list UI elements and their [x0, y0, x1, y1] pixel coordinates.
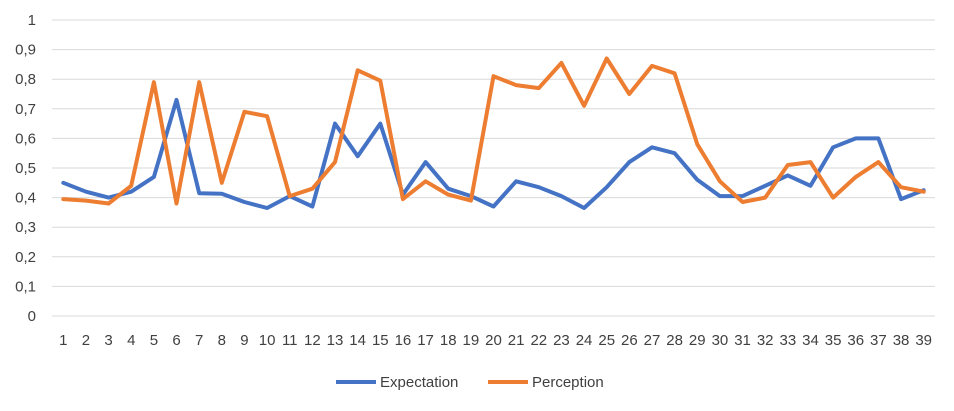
- y-tick-label: 0: [28, 308, 36, 325]
- x-tick-label: 24: [576, 332, 593, 349]
- y-tick-label: 0,6: [15, 130, 36, 147]
- y-tick-label: 0,3: [15, 219, 36, 236]
- x-tick-label: 25: [598, 332, 615, 349]
- x-tick-label: 17: [417, 332, 434, 349]
- x-tick-label: 32: [757, 332, 774, 349]
- x-tick-label: 27: [644, 332, 661, 349]
- y-tick-label: 0,4: [15, 190, 36, 207]
- x-tick-label: 8: [218, 332, 226, 349]
- y-tick-label: 0,1: [15, 278, 36, 295]
- x-tick-label: 1: [59, 332, 67, 349]
- x-tick-label: 23: [553, 332, 570, 349]
- x-axis-ticks: 1 2 3 4 5 6 7 8 9 10 11 12 13 14 15 16 17 18 19 20 21 22 23 24 2…: [59, 332, 932, 349]
- x-tick-label: 26: [621, 332, 638, 349]
- x-tick-label: 29: [689, 332, 706, 349]
- x-tick-label: 9: [240, 332, 248, 349]
- y-tick-label: 0,9: [15, 42, 36, 59]
- legend: Expectation Perception: [336, 374, 604, 391]
- legend-label-expectation: Expectation: [380, 374, 458, 391]
- y-tick-label: 1: [28, 12, 36, 29]
- x-tick-label: 3: [104, 332, 112, 349]
- x-tick-label: 16: [395, 332, 412, 349]
- x-tick-label: 33: [779, 332, 796, 349]
- x-tick-label: 11: [282, 332, 298, 349]
- x-tick-label: 21: [508, 332, 525, 349]
- x-tick-label: 30: [712, 332, 729, 349]
- y-tick-label: 0,7: [15, 101, 36, 118]
- x-tick-label: 7: [195, 332, 203, 349]
- x-tick-label: 2: [82, 332, 90, 349]
- x-tick-label: 38: [893, 332, 910, 349]
- x-tick-label: 22: [530, 332, 547, 349]
- y-tick-label: 0,2: [15, 249, 36, 266]
- x-tick-label: 10: [259, 332, 276, 349]
- x-tick-label: 36: [847, 332, 864, 349]
- y-axis-ticks: 0 0,1 0,2 0,3 0,4 0,5 0,6 0,7 0,8 0,9 1: [15, 12, 36, 325]
- series-lines: [61, 56, 926, 210]
- x-tick-label: 12: [304, 332, 321, 349]
- y-tick-label: 0,5: [15, 160, 36, 177]
- y-tick-label: 0,8: [15, 71, 36, 88]
- x-tick-label: 14: [349, 332, 366, 349]
- x-tick-label: 4: [127, 332, 135, 349]
- x-tick-label: 31: [734, 332, 751, 349]
- legend-label-perception: Perception: [532, 374, 604, 391]
- x-tick-label: 35: [825, 332, 842, 349]
- x-tick-label: 39: [915, 332, 932, 349]
- series-line-perception: [61, 56, 926, 206]
- x-tick-label: 37: [870, 332, 887, 349]
- x-tick-label: 18: [440, 332, 457, 349]
- x-tick-label: 13: [327, 332, 344, 349]
- x-tick-label: 5: [150, 332, 158, 349]
- x-tick-label: 19: [463, 332, 480, 349]
- x-tick-label: 15: [372, 332, 389, 349]
- x-tick-label: 6: [172, 332, 180, 349]
- x-tick-label: 28: [666, 332, 683, 349]
- x-tick-label: 34: [802, 332, 819, 349]
- x-tick-label: 20: [485, 332, 502, 349]
